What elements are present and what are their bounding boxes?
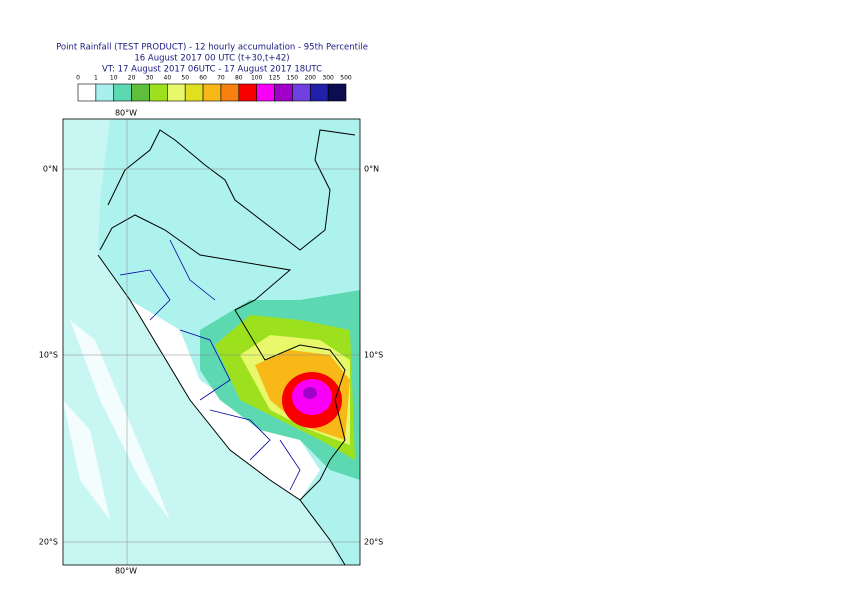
colorbar: 0 1 10 20 30 40 50 60 70 80 100 125 150 200 300 500	[76, 75, 352, 102]
country-border	[97, 129, 356, 565]
colorbar-label: 20	[128, 75, 136, 82]
colorbar-box	[327, 83, 347, 102]
subtitle: 16 August 2017 00 UTC (t+30,t+42)	[134, 54, 289, 64]
title-block: Point Rainfall (TEST PRODUCT) - 12 hourl…	[56, 43, 368, 75]
colorbar-box	[238, 83, 257, 102]
colorbar-label: 80	[235, 75, 243, 82]
colorbar-box	[292, 83, 311, 102]
colorbar-label: 40	[164, 75, 172, 82]
colorbar-label: 500	[340, 75, 352, 82]
colorbar-box	[274, 83, 293, 102]
colorbar-label: 50	[181, 75, 189, 82]
lon-label: 80°W	[115, 567, 137, 576]
colorbar-label: 150	[287, 75, 299, 82]
colorbar-box	[202, 83, 222, 102]
colorbar-box	[95, 83, 115, 102]
colorbar-box	[77, 83, 97, 102]
colorbar-label: 70	[217, 75, 225, 82]
map-frame	[62, 118, 361, 566]
colorbar-label: 1	[94, 75, 98, 82]
colorbar-box	[167, 83, 186, 102]
colorbar-label: 300	[322, 75, 334, 82]
lat-label: 20°S	[364, 538, 383, 547]
colorbar-label: 10	[110, 75, 118, 82]
colorbar-label: 30	[146, 75, 154, 82]
lat-label: 0°N	[364, 165, 379, 174]
map	[63, 119, 360, 565]
colorbar-box	[220, 83, 240, 102]
region-border	[119, 239, 301, 491]
colorbar-box	[149, 83, 168, 102]
colorbar-box	[113, 83, 132, 102]
colorbar-label: 0	[76, 75, 80, 82]
title: Point Rainfall (TEST PRODUCT) - 12 hourl…	[56, 43, 368, 53]
colorbar-label: 60	[199, 75, 207, 82]
colorbar-box	[131, 83, 150, 102]
colorbar-label: 125	[269, 75, 281, 82]
subtitle: VT: 17 August 2017 06UTC - 17 August 201…	[102, 65, 322, 75]
colorbar-box	[309, 83, 329, 102]
lat-label: 0°N	[43, 165, 58, 174]
colorbar-label: 200	[305, 75, 317, 82]
lat-label: 20°S	[39, 538, 58, 547]
colorbar-label: 100	[251, 75, 263, 82]
lat-label: 10°S	[364, 351, 383, 360]
rain-150	[303, 387, 317, 399]
colorbar-box	[184, 83, 204, 102]
sea-streak	[63, 320, 170, 520]
lat-label: 10°S	[39, 351, 58, 360]
colorbar-box	[256, 83, 275, 102]
lon-label: 80°W	[115, 109, 137, 118]
